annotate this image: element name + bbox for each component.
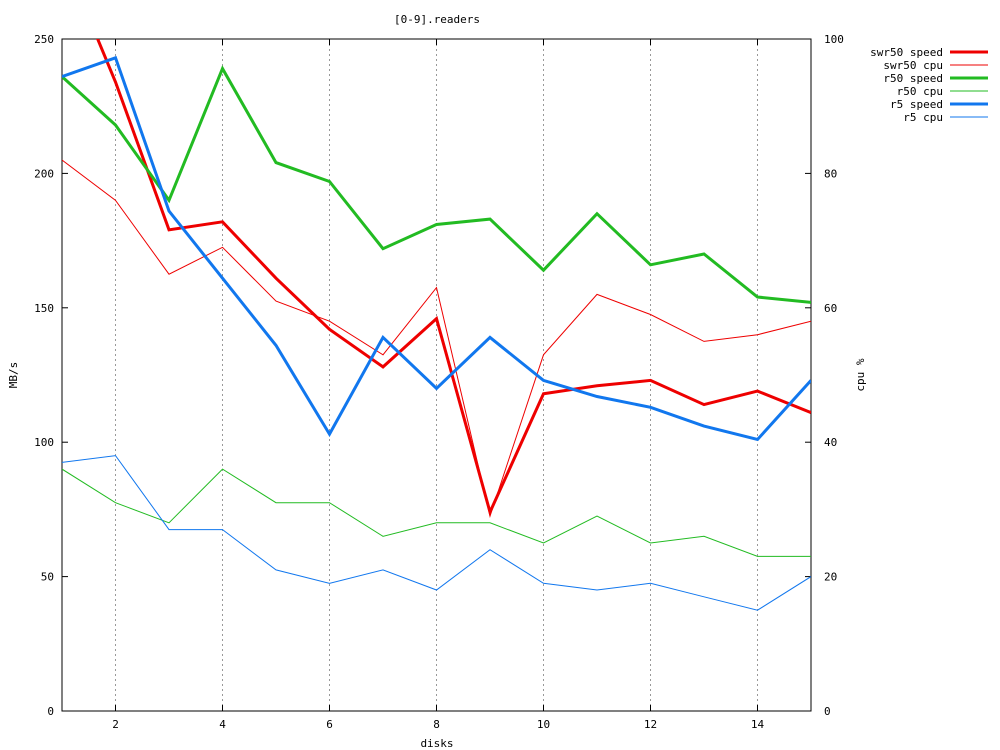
legend-label: r50 cpu	[897, 85, 943, 98]
x-tick-label: 2	[112, 718, 119, 731]
x-tick-label: 8	[433, 718, 440, 731]
x-tick-label: 6	[326, 718, 333, 731]
series-line-r50-cpu	[62, 468, 811, 557]
y-tick-label: 200	[34, 167, 54, 180]
series-line-r5-speed	[62, 55, 811, 442]
legend-label: r5 cpu	[903, 111, 943, 124]
plot-lines	[62, 39, 811, 611]
series-line-r5-cpu	[62, 455, 811, 611]
y2-tick-label: 40	[824, 436, 837, 449]
grid	[115, 39, 758, 711]
y-tick-label: 100	[34, 436, 54, 449]
x-tick-label: 14	[751, 718, 765, 731]
y-tick-label: 150	[34, 302, 54, 315]
y2-tick-label: 20	[824, 571, 837, 584]
legend-label: r5 speed	[890, 98, 943, 111]
y2-axis-label: cpu %	[854, 358, 867, 391]
x-tick-label: 10	[537, 718, 550, 731]
x-axis-label: disks	[420, 737, 453, 750]
y-axis-label: MB/s	[7, 362, 20, 389]
y2-tick-label: 0	[824, 705, 831, 718]
y2-tick-label: 100	[824, 33, 844, 46]
legend-label: swr50 cpu	[883, 59, 943, 72]
series-line-swr50-cpu	[62, 159, 811, 518]
x-tick-label: 4	[219, 718, 226, 731]
y2-tick-label: 60	[824, 302, 837, 315]
x-tick-label: 12	[644, 718, 657, 731]
legend-label: r50 speed	[883, 72, 943, 85]
y-tick-label: 250	[34, 33, 54, 46]
chart-title: [0-9].readers	[394, 13, 480, 26]
legend-label: swr50 speed	[870, 46, 943, 59]
series-line-r50-speed	[62, 65, 811, 304]
y-tick-label: 50	[41, 571, 54, 584]
series-line-swr50-speed	[96, 39, 811, 517]
y2-tick-label: 80	[824, 167, 837, 180]
axes: 2 4 6 8 10 12 14 0 50 100 150 200 250 0 20 40 60 80 100	[34, 33, 844, 731]
y-tick-label: 0	[47, 705, 54, 718]
